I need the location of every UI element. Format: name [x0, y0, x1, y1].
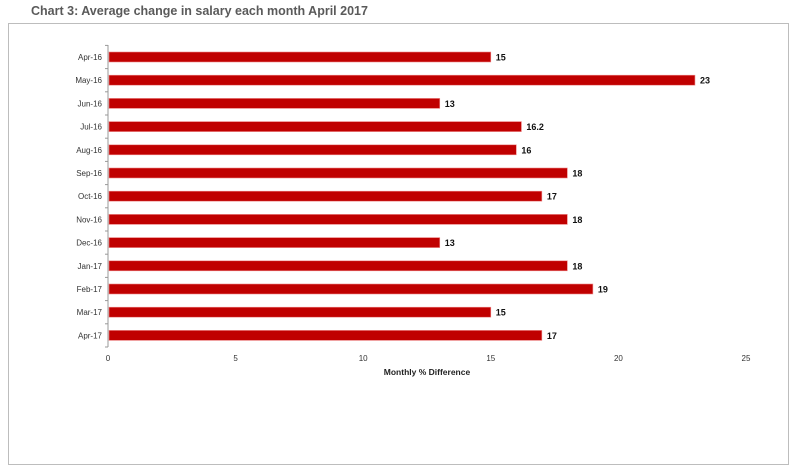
y-tick-label: Jan-17	[78, 262, 103, 271]
data-label: 18	[572, 169, 582, 179]
bar	[108, 237, 441, 248]
data-label: 15	[496, 53, 506, 63]
y-tick-label: Feb-17	[77, 285, 103, 294]
bar	[108, 167, 568, 179]
x-tick-label: 10	[359, 354, 368, 363]
y-tick-label: Mar-17	[77, 308, 103, 317]
y-tick-label: Nov-16	[76, 215, 102, 224]
y-tick-label: Dec-16	[76, 239, 102, 248]
x-tick-label: 0	[106, 354, 111, 363]
data-label: 18	[572, 261, 582, 271]
x-tick-label: 15	[486, 354, 495, 363]
data-label: 19	[598, 285, 608, 295]
data-label: 23	[700, 76, 710, 86]
data-label: 18	[572, 215, 582, 225]
bar	[108, 121, 522, 132]
bar	[108, 330, 543, 341]
y-tick-label: Apr-17	[78, 331, 103, 340]
y-tick-label: Aug-16	[76, 146, 102, 155]
x-tick-label: 5	[233, 354, 238, 363]
data-label: 16.2	[526, 122, 544, 132]
data-label: 17	[547, 331, 557, 341]
bar	[108, 144, 517, 156]
bar	[108, 51, 492, 63]
y-tick-label: Sep-16	[76, 169, 102, 178]
bar	[108, 214, 568, 225]
data-label: 13	[445, 238, 455, 248]
y-tick-label: Jun-16	[78, 99, 103, 108]
bar	[108, 260, 568, 272]
bar	[108, 190, 543, 202]
bar	[108, 306, 492, 318]
y-tick-label: Apr-16	[78, 53, 103, 62]
chart-title: Chart 3: Average change in salary each m…	[31, 4, 368, 18]
chart-frame	[8, 23, 789, 465]
data-label: 17	[547, 192, 557, 202]
data-label: 16	[521, 145, 531, 155]
y-tick-label: Oct-16	[78, 192, 103, 201]
data-label: 13	[445, 99, 455, 109]
bar	[108, 283, 594, 295]
x-axis-label: Monthly % Difference	[384, 367, 471, 377]
y-tick-label: May-16	[75, 76, 102, 85]
y-tick-label: Jul-16	[80, 123, 102, 132]
bar	[108, 74, 696, 86]
bar	[108, 98, 441, 109]
x-tick-label: 25	[742, 354, 751, 363]
x-tick-label: 20	[614, 354, 623, 363]
data-label: 15	[496, 308, 506, 318]
